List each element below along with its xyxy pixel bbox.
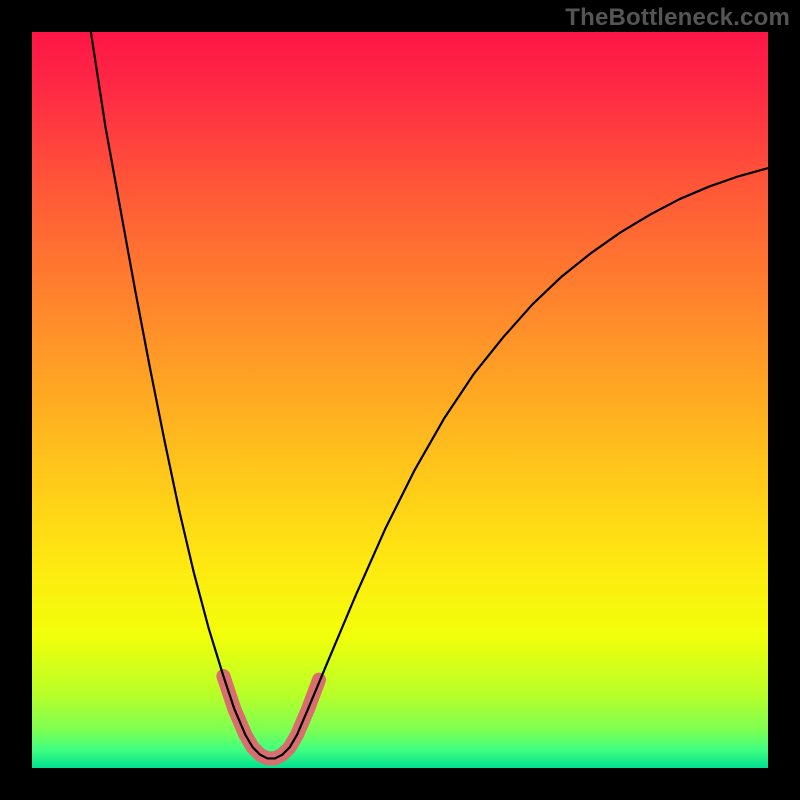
chart-frame: TheBottleneck.com (0, 0, 800, 800)
gradient-background (32, 32, 768, 768)
chart-svg (32, 32, 768, 768)
plot-area (32, 32, 768, 768)
watermark-text: TheBottleneck.com (565, 4, 790, 32)
